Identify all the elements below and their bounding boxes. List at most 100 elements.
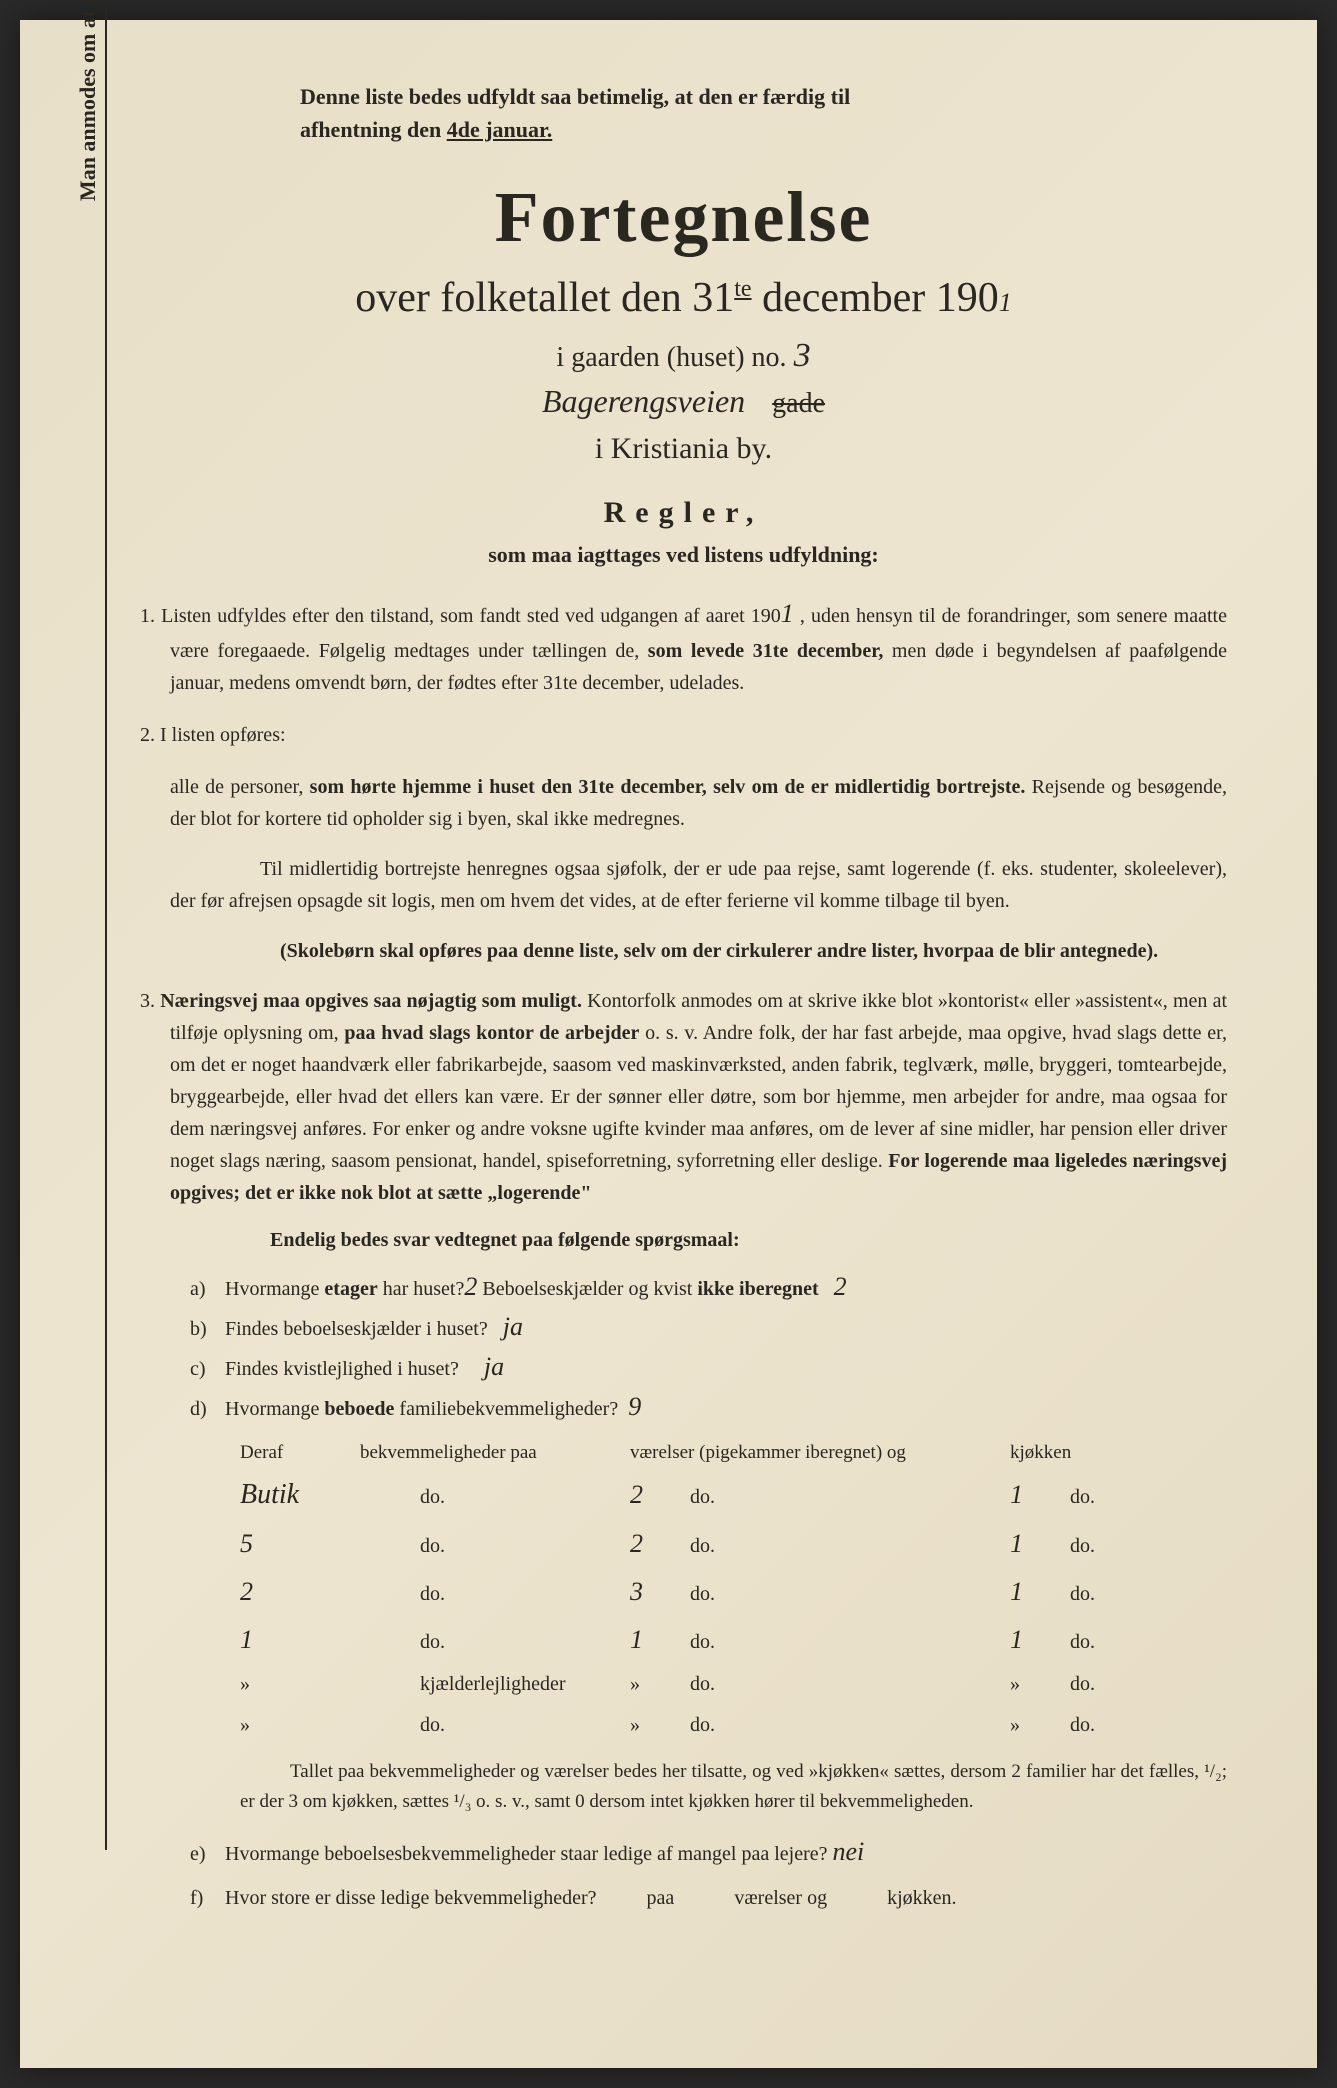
rule-2-bold-para: (Skolebørn skal opføres paa denne liste,…: [140, 935, 1227, 967]
table-header-row: Deraf bekvemmeligheder paa værelser (pig…: [240, 1442, 1227, 1464]
rule-2-p2: Til midlertidig bortrejste henregnes ogs…: [140, 853, 1227, 917]
qa-hw2: 2: [834, 1272, 847, 1301]
r1c2: do.: [420, 1535, 630, 1558]
rule-3: 3. Næringsvej maa opgives saa nøjagtig s…: [140, 985, 1227, 1209]
rule1-bold: som levede 31te december,: [648, 640, 884, 662]
r0c3: 2: [630, 1480, 690, 1510]
r1c1: 5: [240, 1529, 360, 1559]
rule-2-head: 2. I listen opføres:: [140, 719, 1227, 751]
r2c2: do.: [420, 1583, 630, 1606]
r3c6: do.: [1070, 1631, 1160, 1654]
qc-hw: ja: [484, 1352, 504, 1381]
r0c1: Butik: [240, 1479, 360, 1511]
qb-text: Findes beboelseskjælder i huset?: [225, 1318, 488, 1340]
qd-t1: Hvormange: [225, 1398, 324, 1420]
header-line-1: Denne liste bedes udfyldt saa betimelig,…: [300, 84, 850, 109]
r4c5: »: [1010, 1673, 1070, 1696]
r0c6: do.: [1070, 1486, 1160, 1509]
r0c5: 1: [1010, 1480, 1070, 1510]
r4c1: »: [240, 1673, 360, 1696]
question-a: a) Hvormange etager har huset?2 Beboelse…: [140, 1272, 1227, 1302]
street-name-hw: Bagerengsveien: [542, 383, 745, 419]
rule1-a: 1. Listen udfyldes efter den tilstand, s…: [140, 605, 781, 627]
r0c4: do.: [690, 1486, 1010, 1509]
qf-t3: værelser og: [734, 1887, 827, 1909]
rule3-a: 3.: [140, 990, 160, 1012]
dwelling-table: Deraf bekvemmeligheder paa værelser (pig…: [140, 1442, 1227, 1737]
qa-t3: Beboelseskjælder og kvist: [482, 1278, 697, 1300]
qa-label: a): [190, 1278, 220, 1301]
question-e: e) Hvormange beboelsesbekvemmeligheder s…: [140, 1837, 1227, 1867]
qb-hw: ja: [503, 1312, 523, 1341]
th-kjok: kjøkken: [1010, 1442, 1160, 1464]
rule-2-body: alle de personer, som hørte hjemme i hus…: [140, 771, 1227, 835]
vertical-margin-note: Man anmodes om at gjennemlæse og nøje at…: [75, 0, 107, 400]
qd-hw: 9: [628, 1392, 641, 1421]
r3c5: 1: [1010, 1625, 1070, 1655]
house-number-line: i gaarden (huset) no. 3: [140, 337, 1227, 375]
rule2-a: alle de personer,: [170, 776, 310, 798]
r5c3: »: [630, 1714, 690, 1737]
r4c2: kjælderlejligheder: [420, 1673, 630, 1696]
r5c5: »: [1010, 1714, 1070, 1737]
gaard-label: i gaarden (huset) no.: [556, 342, 793, 373]
qe-hw: nei: [833, 1837, 865, 1866]
subtitle-sup: te: [734, 276, 751, 302]
rule-1: 1. Listen udfyldes efter den tilstand, s…: [140, 593, 1227, 699]
r1c4: do.: [690, 1535, 1010, 1558]
r5c4: do.: [690, 1714, 1010, 1737]
rule3-bold1: Næringsvej maa opgives saa nøjagtig som …: [160, 990, 582, 1012]
table-row: » kjælderlejligheder » do. » do.: [240, 1673, 1227, 1696]
r5c1: »: [240, 1714, 360, 1737]
qc-text: Findes kvistlejlighed i huset?: [225, 1358, 459, 1380]
r3c1: 1: [240, 1625, 360, 1655]
r2c1: 2: [240, 1577, 360, 1607]
table-row: 5 do. 2 do. 1 do.: [240, 1529, 1227, 1559]
question-b: b) Findes beboelseskjælder i huset? ja: [140, 1312, 1227, 1342]
subtitle-part1: over folketallet den 31: [355, 275, 734, 321]
house-no-hw: 3: [794, 337, 811, 374]
rule1-year: 1: [781, 599, 794, 628]
qa-hw1: 2: [464, 1272, 477, 1301]
r5c6: do.: [1070, 1714, 1160, 1737]
table-row: 1 do. 1 do. 1 do.: [240, 1625, 1227, 1655]
table-footer-note: Tallet paa bekvemmeligheder og værelser …: [140, 1757, 1227, 1818]
r1c5: 1: [1010, 1529, 1070, 1559]
qa-bold: etager: [324, 1278, 377, 1300]
header-date: 4de januar.: [447, 117, 553, 142]
qa-bold2: ikke iberegnet: [697, 1278, 818, 1300]
table-row: Butik do. 2 do. 1 do.: [240, 1479, 1227, 1511]
rule3-bold2: paa hvad slags kontor de arbejder: [344, 1022, 639, 1044]
qf-label: f): [190, 1887, 220, 1910]
gade-label-struck: gade: [772, 388, 825, 419]
street-line: Bagerengsveien gade: [140, 383, 1227, 420]
question-c: c) Findes kvistlejlighed i huset? ja: [140, 1352, 1227, 1382]
r3c3: 1: [630, 1625, 690, 1655]
qf-t1: Hvor store er disse ledige bekvemmelighe…: [225, 1887, 597, 1909]
r4c4: do.: [690, 1673, 1010, 1696]
r2c4: do.: [690, 1583, 1010, 1606]
table-row: 2 do. 3 do. 1 do.: [240, 1577, 1227, 1607]
question-f: f) Hvor store er disse ledige bekvemmeli…: [140, 1887, 1227, 1910]
r0c2: do.: [420, 1486, 630, 1509]
qe-text: Hvormange beboelsesbekvemmeligheder staa…: [225, 1843, 828, 1865]
qd-label: d): [190, 1398, 220, 1421]
r2c5: 1: [1010, 1577, 1070, 1607]
r1c6: do.: [1070, 1535, 1160, 1558]
r2c6: do.: [1070, 1583, 1160, 1606]
th-bekv: bekvemmeligheder paa: [360, 1442, 630, 1464]
header-instruction: Denne liste bedes udfyldt saa betimelig,…: [300, 80, 1227, 146]
main-title: Fortegnelse: [140, 176, 1227, 259]
r4c3: »: [630, 1673, 690, 1696]
r5c2: do.: [420, 1714, 630, 1737]
th-vaer: værelser (pigekammer iberegnet) og: [630, 1442, 1010, 1464]
r4c6: do.: [1070, 1673, 1160, 1696]
qa-t2: har huset?: [378, 1278, 465, 1300]
qd-bold: beboede: [324, 1398, 394, 1420]
qd-t2: familiebekvemmeligheder?: [394, 1398, 618, 1420]
question-d: d) Hvormange beboede familiebekvemmeligh…: [140, 1392, 1227, 1422]
subtitle-part2: december 190: [752, 275, 999, 321]
rule2-bold: som hørte hjemme i huset den 31te decemb…: [310, 776, 1026, 798]
final-questions-heading: Endelig bedes svar vedtegnet paa følgend…: [140, 1229, 1227, 1252]
census-form-page: Man anmodes om at gjennemlæse og nøje at…: [20, 20, 1317, 2068]
